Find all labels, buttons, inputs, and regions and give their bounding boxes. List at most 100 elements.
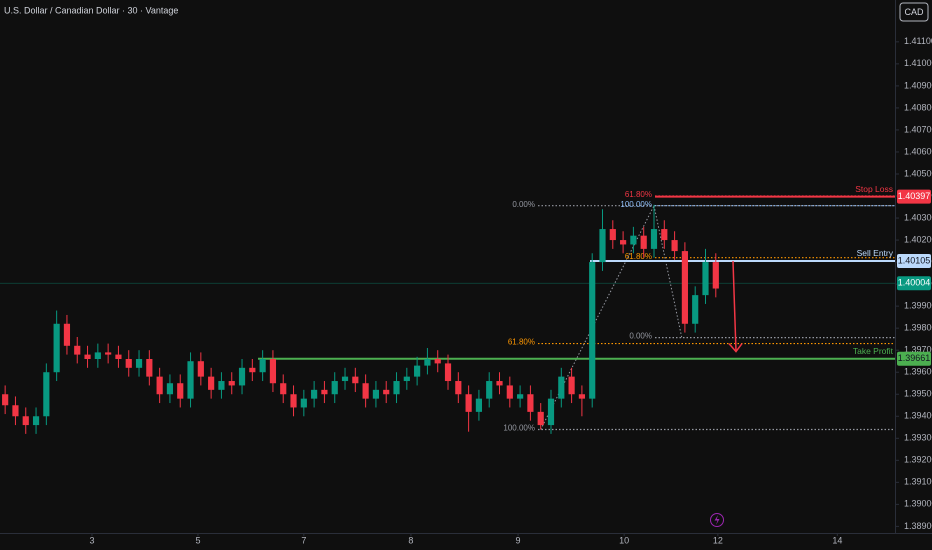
y-tick-label: 1.39300 [904,433,932,443]
y-tick-label: 1.41000 [904,58,932,68]
candle-body [692,295,699,324]
fib-label: 100.00% [503,424,535,433]
candle-body [362,383,369,399]
candle-body [609,229,616,241]
candle-body [135,359,143,368]
event-icon-bolt [714,515,720,525]
price-tag-label: 1.39661 [898,353,931,363]
x-tick-label: 3 [89,535,94,545]
fib-label: 61.80% [625,252,652,261]
level-label: Take Profit [853,346,894,356]
candle-body [506,385,513,399]
candle-body [218,381,225,390]
candle-body [681,251,688,324]
candle-body [249,367,256,373]
candle-body [341,376,349,382]
y-tick-label: 1.39500 [904,389,932,399]
candle-body [74,345,81,355]
candle-body [465,394,472,412]
candle-body [558,376,565,399]
chart-title: U.S. Dollar / Canadian Dollar · 30 · Van… [4,5,178,15]
price-tag-label: 1.40004 [898,278,931,288]
candle-body [53,323,60,373]
fib-label: 0.00% [629,332,652,341]
candle-body [32,416,40,426]
candle-body [403,376,410,382]
event-icon[interactable] [710,513,724,527]
candle-body [620,240,627,245]
candle-body [269,359,277,384]
y-tick-label: 1.39400 [904,411,932,421]
y-tick-label: 1.38900 [904,521,932,531]
candle-body [661,229,668,241]
candle-body [2,394,9,406]
candle-body [115,354,122,360]
price-tag [897,189,931,204]
candle-body [228,381,235,386]
candle-body [702,262,709,296]
y-tick-label: 1.39100 [904,477,932,487]
fib-label: 61.80% [508,338,535,347]
y-tick-label: 1.39800 [904,323,932,333]
fib-label: 100.00% [620,200,652,209]
candle-body [63,323,71,346]
candle-body [547,398,555,426]
candle-body [290,394,297,408]
candle-body [300,398,307,408]
x-tick-label: 9 [516,535,521,545]
currency-label[interactable]: CAD [904,7,924,17]
candle-body [589,262,596,399]
candle-body [414,365,421,377]
candle-body [352,376,359,384]
candle-body [208,376,215,390]
y-tick-label: 1.40900 [904,80,932,90]
y-tick-label: 1.40800 [904,102,932,112]
price-tag-label: 1.40397 [898,191,931,201]
level-label: Stop Loss [855,184,893,194]
candle-body [331,381,338,395]
candle-body [527,394,534,412]
candle-body [105,352,112,355]
candle-body [280,383,287,395]
candle-body [311,389,318,399]
fib-label: 61.80% [625,190,652,199]
price-tag-label: 1.40105 [898,255,931,265]
price-tag [897,351,931,366]
candle-body [650,229,658,249]
y-tick-label: 1.40500 [904,168,932,178]
x-tick-label: 5 [195,535,200,545]
candle-body [475,398,483,412]
candle-body [197,361,204,377]
y-tick-label: 1.39600 [904,367,932,377]
price-tag [897,276,931,291]
price-tag [897,253,931,268]
candle-body [12,405,19,417]
level-label: Sell Entry [857,248,894,258]
projection-arrowhead [728,343,743,353]
candle-body [424,359,431,366]
candle-body [517,394,524,399]
y-tick-label: 1.40700 [904,124,932,134]
candle-body [146,359,153,377]
candle-body [94,352,101,360]
candle-body [496,381,503,386]
candle-body [599,229,606,263]
x-tick-label: 8 [408,535,413,545]
candle-body [321,389,328,395]
candle-body [671,240,678,252]
y-tick-label: 1.39900 [904,301,932,311]
candle-body [238,367,246,386]
candle-body [166,383,174,395]
candle-body [712,262,719,289]
y-tick-label: 1.40300 [904,212,932,222]
candle-body [568,376,575,395]
candle-body [393,381,400,395]
candle-body [383,389,390,395]
candle-body [434,359,441,364]
fib-label: 0.00% [512,200,535,209]
candle-body [125,359,132,368]
candle-body [455,381,462,395]
x-tick-label: 12 [713,535,723,545]
currency-button[interactable] [899,2,929,22]
